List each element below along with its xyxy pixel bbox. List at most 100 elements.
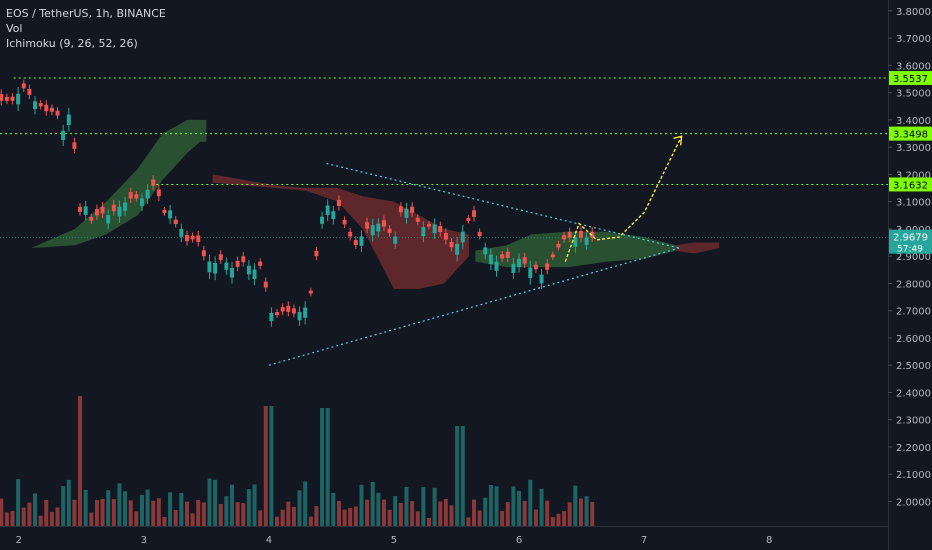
volume-bar	[275, 516, 280, 526]
candle-body	[303, 307, 308, 318]
volume-bar	[336, 501, 341, 526]
volume-bar	[477, 510, 482, 526]
volume-bar	[365, 499, 370, 526]
volume-bar	[308, 516, 313, 526]
candle-body	[336, 199, 341, 207]
volume-bar	[21, 507, 26, 526]
candle-body	[179, 228, 184, 237]
volume-bar	[78, 396, 83, 526]
candle-body	[494, 261, 499, 271]
projection-arrow-head	[673, 135, 683, 146]
volume-bar	[252, 484, 257, 526]
candle-body	[342, 219, 347, 225]
volume-bar	[196, 499, 201, 526]
volume-bar	[83, 489, 88, 526]
volume-bar	[269, 406, 274, 526]
volume-bar	[218, 504, 223, 526]
x-tick-label: 7	[641, 535, 647, 546]
volume-bar	[449, 505, 454, 526]
volume-bar	[44, 499, 49, 526]
candle-body	[201, 250, 206, 257]
candle-body	[483, 247, 488, 255]
level-price-badge	[889, 126, 932, 141]
candle-body	[21, 83, 26, 89]
y-tick-label: 2.2000	[896, 443, 931, 454]
volume-bar	[246, 489, 251, 526]
candle-body	[573, 237, 578, 247]
triangle-lower-line	[268, 247, 680, 366]
volume-bar	[190, 513, 195, 526]
volume-bar	[517, 490, 522, 526]
candle-body	[528, 267, 533, 279]
volume-bar	[297, 490, 302, 526]
candle-body	[387, 228, 392, 234]
y-tick-label: 2.3000	[896, 416, 931, 427]
volume-bar	[303, 481, 308, 526]
candle-body	[353, 240, 358, 246]
candle-body	[33, 101, 38, 110]
y-tick-label: 3.5000	[896, 89, 931, 100]
volume-bar	[10, 510, 15, 526]
volume-bar	[432, 487, 437, 526]
volume-bar	[145, 489, 150, 526]
candle-body	[61, 130, 66, 141]
y-tick-label: 3.4000	[896, 116, 931, 127]
volume-bar	[179, 492, 184, 526]
candle-body	[83, 206, 88, 215]
volume-bar	[460, 426, 465, 526]
candle-body	[584, 237, 589, 245]
candle-body	[286, 305, 291, 312]
volume-bar	[353, 506, 358, 526]
ichimoku-cloud-bearish	[212, 174, 470, 289]
candle-body	[449, 242, 454, 248]
candle-body	[488, 254, 493, 265]
candle-body	[505, 251, 510, 258]
candle-body	[168, 210, 173, 219]
volume-bar	[522, 500, 527, 526]
candle-body	[477, 231, 482, 237]
y-tick-label: 3.2000	[896, 170, 931, 181]
volume-bar	[184, 501, 189, 526]
candle-body	[106, 215, 111, 224]
volume-bar	[387, 509, 392, 526]
volume-bar	[134, 511, 139, 526]
volume-bar	[505, 502, 510, 526]
candle-body	[314, 251, 319, 257]
candle-body	[455, 243, 460, 255]
candle-body	[275, 311, 280, 315]
candle-body	[184, 235, 189, 242]
volume-bar	[224, 496, 229, 526]
candle-body	[100, 206, 105, 214]
volume-bar	[106, 490, 111, 526]
volume-bar	[556, 513, 561, 526]
candle-body	[404, 208, 409, 218]
candle-body	[472, 210, 477, 217]
candle-body	[213, 263, 218, 274]
volume-bar	[488, 484, 493, 526]
candle-body	[230, 267, 235, 278]
candle-body	[562, 235, 567, 240]
y-tick-label: 2.0000	[896, 497, 931, 508]
candle-body	[49, 107, 54, 112]
candle-body	[415, 217, 420, 222]
candle-body	[196, 235, 201, 242]
candle-body	[207, 261, 212, 273]
candle-body	[10, 96, 15, 101]
volume-bar	[472, 499, 477, 526]
candle-body	[258, 261, 263, 266]
candle-body	[117, 206, 122, 217]
candle-body	[466, 218, 471, 221]
volume-bar	[404, 487, 409, 526]
projection-arrow-line	[564, 135, 683, 262]
candle-body	[66, 114, 71, 125]
volume-bar	[123, 491, 128, 526]
volume-bar	[117, 483, 122, 526]
y-tick-label: 2.9000	[896, 252, 931, 263]
y-tick-label: 3.8000	[896, 7, 931, 18]
volume-bar	[500, 510, 505, 526]
y-tick-label: 2.5000	[896, 361, 931, 372]
last-price-badge	[889, 229, 932, 254]
candle-body	[16, 93, 21, 105]
